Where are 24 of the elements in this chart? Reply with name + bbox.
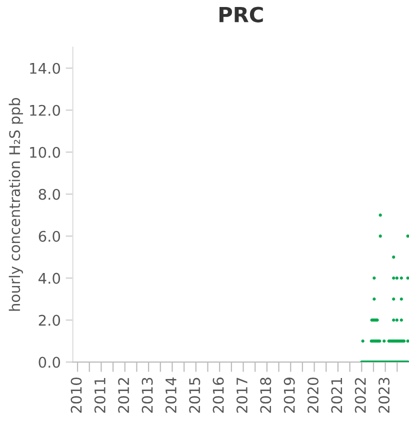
x-tick-label: 2010: [70, 378, 82, 413]
y-tick-label: 8.0: [38, 188, 60, 200]
x-tick-label: 2019: [284, 378, 295, 413]
x-tick-label: 2015: [189, 378, 200, 413]
y-tick-label: 2.0: [38, 314, 60, 326]
y-tick-label: 10.0: [30, 146, 60, 158]
y-axis-title: hourly concentration H₂S ppb: [8, 98, 23, 311]
x-tick-label: 2021: [331, 378, 342, 413]
x-tick-label: 2022: [354, 378, 366, 413]
x-tick-label: 2014: [165, 377, 176, 413]
x-tick-label: 2012: [118, 378, 130, 413]
x-tick-label: 2018: [260, 378, 272, 413]
x-tick-label: 2020: [307, 378, 319, 413]
y-tick-label: 0.0: [38, 356, 60, 368]
y-tick-label: 6.0: [38, 230, 60, 242]
x-tick-label: 2023: [378, 378, 390, 413]
x-tick-label: 2016: [212, 378, 224, 413]
chart-title: PRC: [220, 6, 263, 22]
x-tick-label: 2017: [236, 378, 248, 413]
y-tick-label: 4.0: [38, 272, 60, 284]
y-tick-label: 12.0: [30, 104, 60, 116]
x-tick-label: 2013: [142, 378, 153, 413]
y-tick-label: 14.0: [30, 62, 60, 74]
x-tick-label: 2011: [94, 378, 106, 413]
